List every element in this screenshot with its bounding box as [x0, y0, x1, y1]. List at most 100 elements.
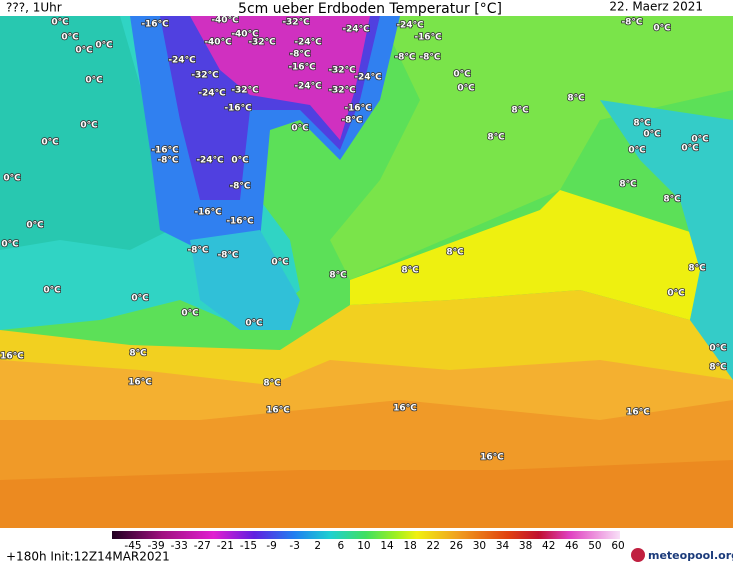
contour-label: 0°C	[3, 174, 21, 184]
contour-label: 0°C	[457, 84, 475, 94]
contour-label: 0°C	[245, 319, 263, 329]
colorbar-tick-label: -39	[148, 540, 165, 552]
contour-label: -16°C	[141, 20, 169, 30]
colorbar-tick-label: -45	[124, 540, 141, 552]
contour-label: -8°C	[187, 246, 208, 256]
contour-label: -32°C	[248, 38, 276, 48]
contour-label: 8°C	[401, 266, 419, 276]
contour-label: 16°C	[626, 408, 650, 418]
contour-label: 0°C	[43, 286, 61, 296]
contour-label: 0°C	[709, 344, 727, 354]
colorbar-tick-label: 6	[338, 540, 345, 552]
contour-label: 16°C	[266, 406, 290, 416]
contour-label: 8°C	[263, 379, 281, 389]
contour-label: 8°C	[663, 195, 681, 205]
contour-label: -16°C	[344, 104, 372, 114]
contour-label: 8°C	[446, 248, 464, 258]
contour-label: -8°C	[157, 156, 178, 166]
logo-icon	[631, 548, 645, 562]
contour-label: 0°C	[26, 221, 44, 231]
contour-label: 16°C	[393, 404, 417, 414]
contour-label: 0°C	[271, 258, 289, 268]
map	[0, 16, 733, 528]
contour-label: -24°C	[342, 25, 370, 35]
contour-label: 16°C	[0, 352, 24, 362]
colorbar-tick-label: 60	[611, 540, 624, 552]
contour-label: 8°C	[567, 94, 585, 104]
contour-label: 0°C	[75, 46, 93, 56]
colorbar-tick-label: 46	[565, 540, 579, 552]
contour-label: -16°C	[288, 63, 316, 73]
contour-label: -40°C	[204, 38, 232, 48]
contour-label: -8°C	[289, 50, 310, 60]
colorbar-tick-label: 34	[496, 540, 510, 552]
contour-label: -8°C	[229, 182, 250, 192]
contour-label: -32°C	[282, 18, 310, 28]
contour-label: -8°C	[217, 251, 238, 261]
colorbar-tick-label: 18	[403, 540, 416, 552]
contour-label: 0°C	[131, 294, 149, 304]
contour-label: -24°C	[396, 21, 424, 31]
colorbar-tick-label: 14	[380, 540, 394, 552]
colorbar-tick-label: -27	[194, 540, 211, 552]
colorbar-tick-label: 2	[314, 540, 321, 552]
date: 22. Maerz 2021	[609, 0, 703, 14]
init-label: +180h Init:12Z14MAR2021	[6, 550, 170, 564]
contour-label: 8°C	[688, 264, 706, 274]
contour-label: 16°C	[480, 453, 504, 463]
contour-label: 8°C	[487, 133, 505, 143]
contour-label: 8°C	[129, 349, 147, 359]
contour-label: 0°C	[453, 70, 471, 80]
colorbar-tick-label: 38	[519, 540, 532, 552]
contour-label: -40°C	[211, 16, 239, 26]
colorbar-tick-label: -33	[171, 540, 188, 552]
colorbar-tick-label: 30	[473, 540, 486, 552]
contour-label: 0°C	[95, 41, 113, 51]
contour-label: 0°C	[667, 289, 685, 299]
contour-label: -40°C	[231, 30, 259, 40]
title: 5cm ueber Erdboden Temperatur [°C]	[238, 1, 502, 17]
contour-label: -24°C	[198, 89, 226, 99]
contour-label: 0°C	[181, 309, 199, 319]
contour-label: -8°C	[419, 53, 440, 63]
contour-label: -24°C	[294, 38, 322, 48]
colorbar-tick-label: 26	[450, 540, 464, 552]
contour-label: 0°C	[51, 18, 69, 28]
contour-label: 8°C	[511, 106, 529, 116]
contour-label: -32°C	[328, 86, 356, 96]
colorbar-tick-label: -15	[240, 540, 257, 552]
contour-label: -16°C	[224, 104, 252, 114]
contour-label: -8°C	[394, 53, 415, 63]
contour-label: 8°C	[329, 271, 347, 281]
colorbar-tick-label: 22	[427, 540, 440, 552]
colorbar-tick-label: 50	[588, 540, 601, 552]
contour-label: 0°C	[80, 121, 98, 131]
contour-label: -24°C	[168, 56, 196, 66]
colorbar-tick-label: -21	[217, 540, 234, 552]
contour-label: 8°C	[619, 180, 637, 190]
colorbar-tick-label: 42	[542, 540, 555, 552]
colorbar-tick-label: -3	[289, 540, 299, 552]
contour-label: 0°C	[1, 240, 19, 250]
contour-label: -16°C	[414, 33, 442, 43]
contour-label: -8°C	[621, 18, 642, 28]
contour-label: -16°C	[194, 208, 222, 218]
contour-label: -16°C	[226, 217, 254, 227]
contour-label: -24°C	[294, 82, 322, 92]
logo: meteopool.org	[648, 549, 733, 562]
contour-label: 0°C	[41, 138, 59, 148]
contour-label: 0°C	[231, 156, 249, 166]
contour-label: 0°C	[691, 135, 709, 145]
run-label: ???, 1Uhr	[6, 1, 62, 15]
colorbar	[112, 531, 620, 539]
contour-label: 0°C	[628, 146, 646, 156]
contour-label: -24°C	[354, 73, 382, 83]
colorbar-ticks: -45 -39 -33 -27 -21 -15 -9 -3 2 6 10 14 18 22 26 30 34 38…	[124, 540, 624, 552]
contour-label: -32°C	[231, 86, 259, 96]
contour-label: 8°C	[709, 363, 727, 373]
contour-label: -16°C	[151, 146, 179, 156]
contour-label: 0°C	[85, 76, 103, 86]
contour-label: -32°C	[328, 66, 356, 76]
contour-label: 16°C	[128, 378, 152, 388]
